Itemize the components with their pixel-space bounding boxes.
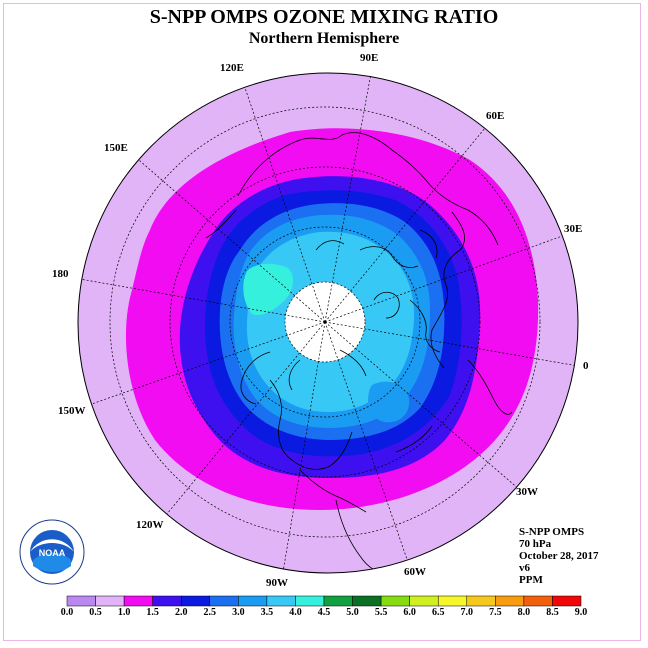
colorbar-swatch: [352, 595, 382, 607]
colorbar-tick-label: 4.0: [289, 607, 302, 618]
info-units: PPM: [519, 574, 543, 586]
lon-label-30e: 30E: [564, 223, 583, 235]
map-border: [77, 72, 579, 574]
colorbar-tick-label: 2.0: [174, 607, 188, 618]
map-title: S-NPP OMPS OZONE MIXING RATIO: [149, 6, 499, 28]
lon-label-150w: 150W: [58, 405, 86, 417]
field-light-blue-patch: [368, 381, 410, 423]
lon-label-0: 0: [583, 360, 589, 372]
colorbar-tick-label: 9.0: [574, 607, 588, 618]
map-subtitle: Northern Hemisphere: [248, 30, 400, 47]
colorbar: [66, 595, 582, 607]
info-level: 70 hPa: [519, 538, 552, 550]
info-instrument: S-NPP OMPS: [519, 526, 585, 538]
colorbar-swatch: [552, 595, 582, 607]
colorbar-swatch: [180, 595, 211, 607]
colorbar-swatch: [409, 595, 439, 607]
colorbar-swatch: [95, 595, 125, 607]
colorbar-swatch: [437, 595, 468, 607]
lon-label-60e: 60E: [486, 110, 505, 122]
colorbar-tick-label: 2.5: [203, 607, 217, 618]
lon-label-120e: 120E: [220, 62, 244, 74]
field-high-teal: [243, 263, 294, 316]
colorbar-swatch: [238, 595, 268, 607]
colorbar-swatch: [323, 595, 353, 607]
lon-label-120w: 120W: [136, 519, 164, 531]
colorbar-tick-label: 4.5: [317, 607, 331, 618]
info-version: v6: [519, 562, 530, 574]
info-date: October 28, 2017: [519, 550, 599, 562]
colorbar-tick-label: 6.5: [431, 607, 445, 618]
colorbar-tick-label: 7.0: [460, 607, 474, 618]
colorbar-tick-label: 0.5: [89, 607, 102, 618]
noaa-logo-text: NOAA: [39, 548, 66, 558]
lon-label-90e: 90E: [360, 52, 379, 64]
colorbar-swatch: [209, 595, 239, 607]
colorbar-tick-label: 0.0: [60, 607, 74, 618]
colorbar-swatch: [152, 595, 182, 607]
colorbar-swatch: [123, 595, 153, 607]
colorbar-tick-label: 3.0: [232, 607, 245, 618]
lon-label-180: 180: [52, 268, 69, 280]
colorbar-swatch: [295, 595, 325, 607]
colorbar-tick-label: 5.0: [346, 607, 359, 618]
colorbar-tick-label: 1.5: [146, 607, 159, 618]
colorbar-tick-label: 6.0: [403, 607, 416, 618]
lon-label-60w: 60W: [404, 566, 426, 578]
colorbar-swatch: [66, 595, 96, 607]
colorbar-swatch: [495, 595, 525, 607]
figure-frame: [3, 3, 641, 641]
noaa-logo: NOAA: [19, 519, 85, 585]
colorbar-tick-label: 8.0: [517, 607, 531, 618]
colorbar-swatch: [523, 595, 553, 607]
colorbar-tick-label: 5.5: [374, 607, 388, 618]
colorbar-tick-label: 1.0: [117, 607, 131, 618]
colorbar-swatch: [266, 595, 296, 607]
lon-label-150e: 150E: [104, 142, 128, 154]
lon-label-30w: 30W: [516, 486, 538, 498]
colorbar-tick-label: 8.5: [546, 607, 559, 618]
colorbar-tick-label: 3.5: [260, 607, 274, 618]
colorbar-swatch: [466, 595, 496, 607]
graticule: [78, 73, 578, 573]
colorbar-tick-label: 7.5: [489, 607, 502, 618]
lon-label-90w: 90W: [266, 577, 288, 589]
colorbar-swatch: [380, 595, 410, 607]
